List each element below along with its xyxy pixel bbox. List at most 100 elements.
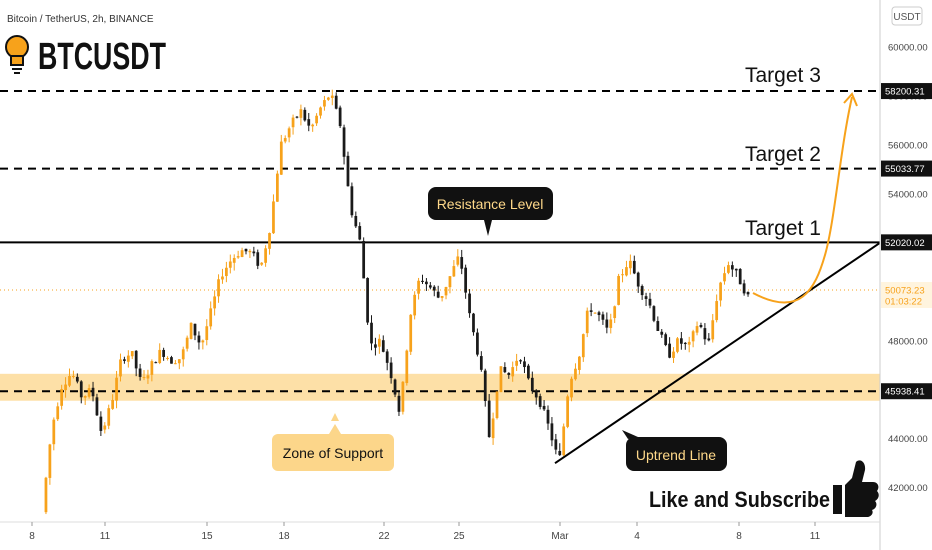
lightbulb-icon [5, 35, 29, 74]
candle-body [311, 124, 315, 127]
candle-body [158, 349, 162, 363]
candle-body [381, 340, 385, 352]
candle-body [260, 262, 264, 265]
candle-body [389, 362, 393, 379]
candle-body [644, 296, 648, 299]
candle-body [468, 293, 471, 314]
candle-body [272, 201, 275, 234]
candle-body [295, 116, 299, 118]
candle-body [236, 256, 240, 258]
candle-body [334, 95, 338, 109]
level-tag [881, 83, 932, 100]
x-tick-label: 11 [810, 531, 821, 542]
x-tick-label: 11 [100, 531, 111, 542]
candle-body [287, 128, 291, 138]
candle-body [107, 408, 111, 426]
candle-body [679, 338, 683, 344]
candle-body [632, 260, 636, 274]
level-tag [881, 383, 932, 400]
candle-body [707, 338, 711, 341]
candle-body [719, 282, 722, 301]
candle-body [656, 321, 660, 331]
candle-body [87, 388, 91, 397]
candle-body [385, 351, 389, 363]
candle-body [530, 377, 534, 392]
candle-body [64, 384, 67, 391]
candle-body [91, 387, 95, 397]
candle-body [232, 257, 236, 263]
candle-body [228, 261, 232, 268]
candle-body [393, 379, 397, 395]
candle-body [648, 298, 652, 306]
level-tag-text: 52020.02 [885, 238, 925, 249]
candle-body [291, 117, 295, 128]
candle-body [578, 356, 581, 370]
candle-body [660, 331, 664, 335]
candle-body [162, 349, 166, 357]
candle-body [746, 292, 750, 295]
candle-body [621, 274, 624, 276]
candle-body [625, 267, 628, 276]
candle-body [315, 115, 318, 124]
x-tick-label: 15 [201, 531, 213, 542]
candle-body [574, 368, 577, 380]
candle-body [52, 419, 56, 445]
candle-body [166, 357, 169, 359]
candle-body [723, 273, 726, 282]
candle-body [734, 268, 738, 271]
big-ticker: BTCUSDT [38, 36, 166, 78]
candle-body [201, 340, 205, 343]
candle-body [370, 322, 373, 344]
level-tag [881, 234, 932, 251]
candle-body [330, 95, 334, 98]
candle-body [119, 359, 122, 377]
candle-body [444, 286, 448, 296]
target2-label: Target 2 [745, 143, 821, 166]
candle-body [83, 395, 87, 398]
candle-body [609, 319, 613, 328]
candle-body [515, 360, 519, 366]
price-axis[interactable] [880, 0, 932, 550]
candle-body [338, 107, 342, 127]
candle-body [511, 367, 515, 377]
candle-body [362, 240, 366, 279]
candle-body [111, 400, 115, 409]
candle-body [503, 367, 507, 373]
candle-body [397, 395, 401, 412]
candle-body [417, 280, 420, 294]
candle-body [472, 313, 475, 333]
x-tick-label: 22 [378, 531, 390, 542]
candle-body [523, 361, 526, 368]
uptrend-label: Uptrend Line [636, 447, 716, 463]
candle-body [193, 323, 197, 336]
x-tick-label: 25 [453, 531, 465, 542]
candle-body [672, 351, 675, 358]
candle-body [44, 477, 48, 513]
candle-body [134, 350, 138, 369]
candle-body [695, 326, 699, 333]
candle-body [268, 233, 271, 249]
candle-body [601, 314, 605, 320]
uptrend-callout [626, 437, 727, 471]
candle-body [209, 308, 213, 327]
target3-label: Target 3 [745, 64, 821, 87]
candle-body [476, 332, 479, 355]
candle-body [440, 296, 444, 298]
countdown-text: 01:03:22 [885, 297, 922, 308]
thumbs-up-icon [833, 460, 879, 517]
cta-text: Like and Subscribe [649, 487, 830, 512]
target-projection-arrow [752, 96, 853, 304]
y-tick-label: 60000.00 [888, 43, 928, 54]
candle-body [48, 444, 52, 478]
candle-body [664, 334, 668, 346]
candle-body [546, 409, 550, 424]
y-tick-label: 54000.00 [888, 189, 928, 200]
candle-body [103, 425, 107, 430]
x-tick-label: 18 [278, 531, 290, 542]
candle-body [56, 406, 60, 420]
level-price-tags: 58200.31 55033.77 52020.02 45938.41 50073.23… [881, 83, 932, 400]
candle-body [60, 389, 64, 406]
candle-body [358, 226, 362, 240]
resistance-callout [428, 187, 553, 220]
